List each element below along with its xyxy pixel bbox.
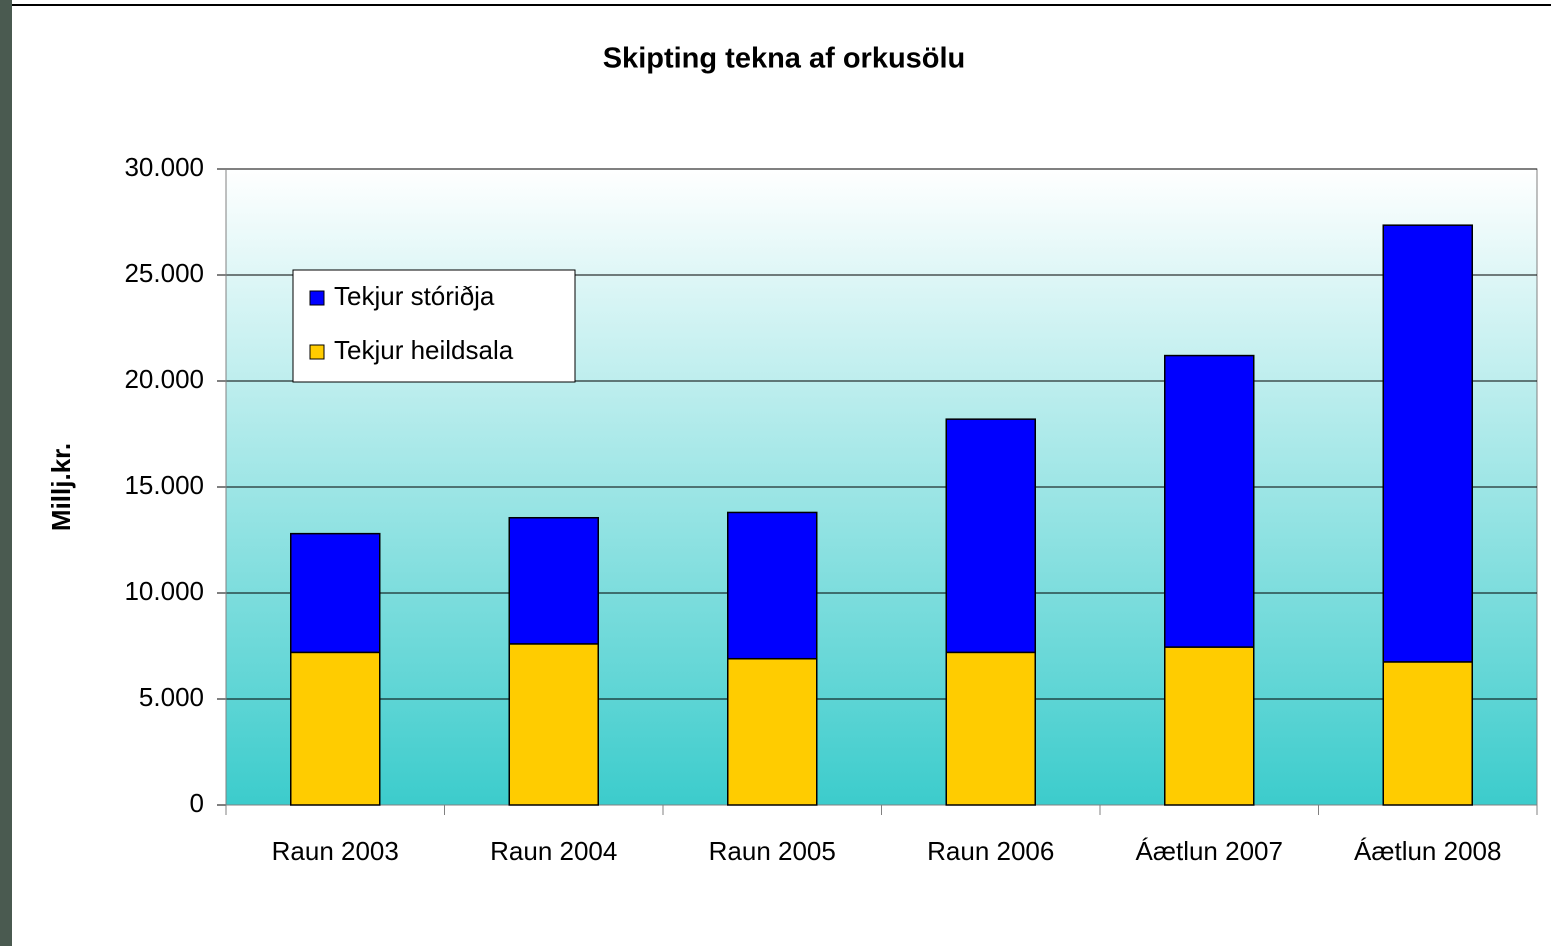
bar-segment [728, 659, 817, 805]
chart-title: Skipting tekna af orkusölu [603, 43, 966, 75]
legend-swatch [310, 345, 324, 359]
bar-segment [1165, 356, 1254, 648]
x-tick-label: Raun 2005 [709, 836, 836, 866]
y-tick-label: 30.000 [124, 152, 204, 182]
x-tick-label: Raun 2003 [272, 836, 399, 866]
x-tick-label: Raun 2006 [927, 836, 1054, 866]
bar-segment [509, 518, 598, 644]
bar-segment [946, 419, 1035, 652]
chart: Skipting tekna af orkusölu Millj.kr. 0 5.… [0, 0, 1551, 946]
y-tick-label: 25.000 [124, 258, 204, 288]
legend-swatch [310, 291, 324, 305]
x-tick-label: Áætlun 2007 [1136, 836, 1283, 866]
y-tick-label: 20.000 [124, 364, 204, 394]
y-tick-label: 5.000 [139, 682, 204, 712]
x-tick-label: Áætlun 2008 [1354, 836, 1501, 866]
x-tick-label: Raun 2004 [490, 836, 617, 866]
side-strip [0, 0, 12, 946]
bar-segment [291, 534, 380, 653]
bar-segment [291, 652, 380, 805]
bar-segment [1383, 225, 1472, 662]
bar-segment [946, 652, 1035, 805]
legend-label: Tekjur stóriðja [334, 281, 495, 311]
bar-segment [1383, 662, 1472, 805]
bar-segment [728, 512, 817, 658]
legend-label: Tekjur heildsala [334, 335, 514, 365]
bar-segment [1165, 647, 1254, 805]
y-axis-label: Millj.kr. [46, 443, 76, 531]
bar-segment [509, 644, 598, 805]
y-tick-label: 0 [190, 788, 204, 818]
y-tick-label: 15.000 [124, 470, 204, 500]
y-tick-label: 10.000 [124, 576, 204, 606]
